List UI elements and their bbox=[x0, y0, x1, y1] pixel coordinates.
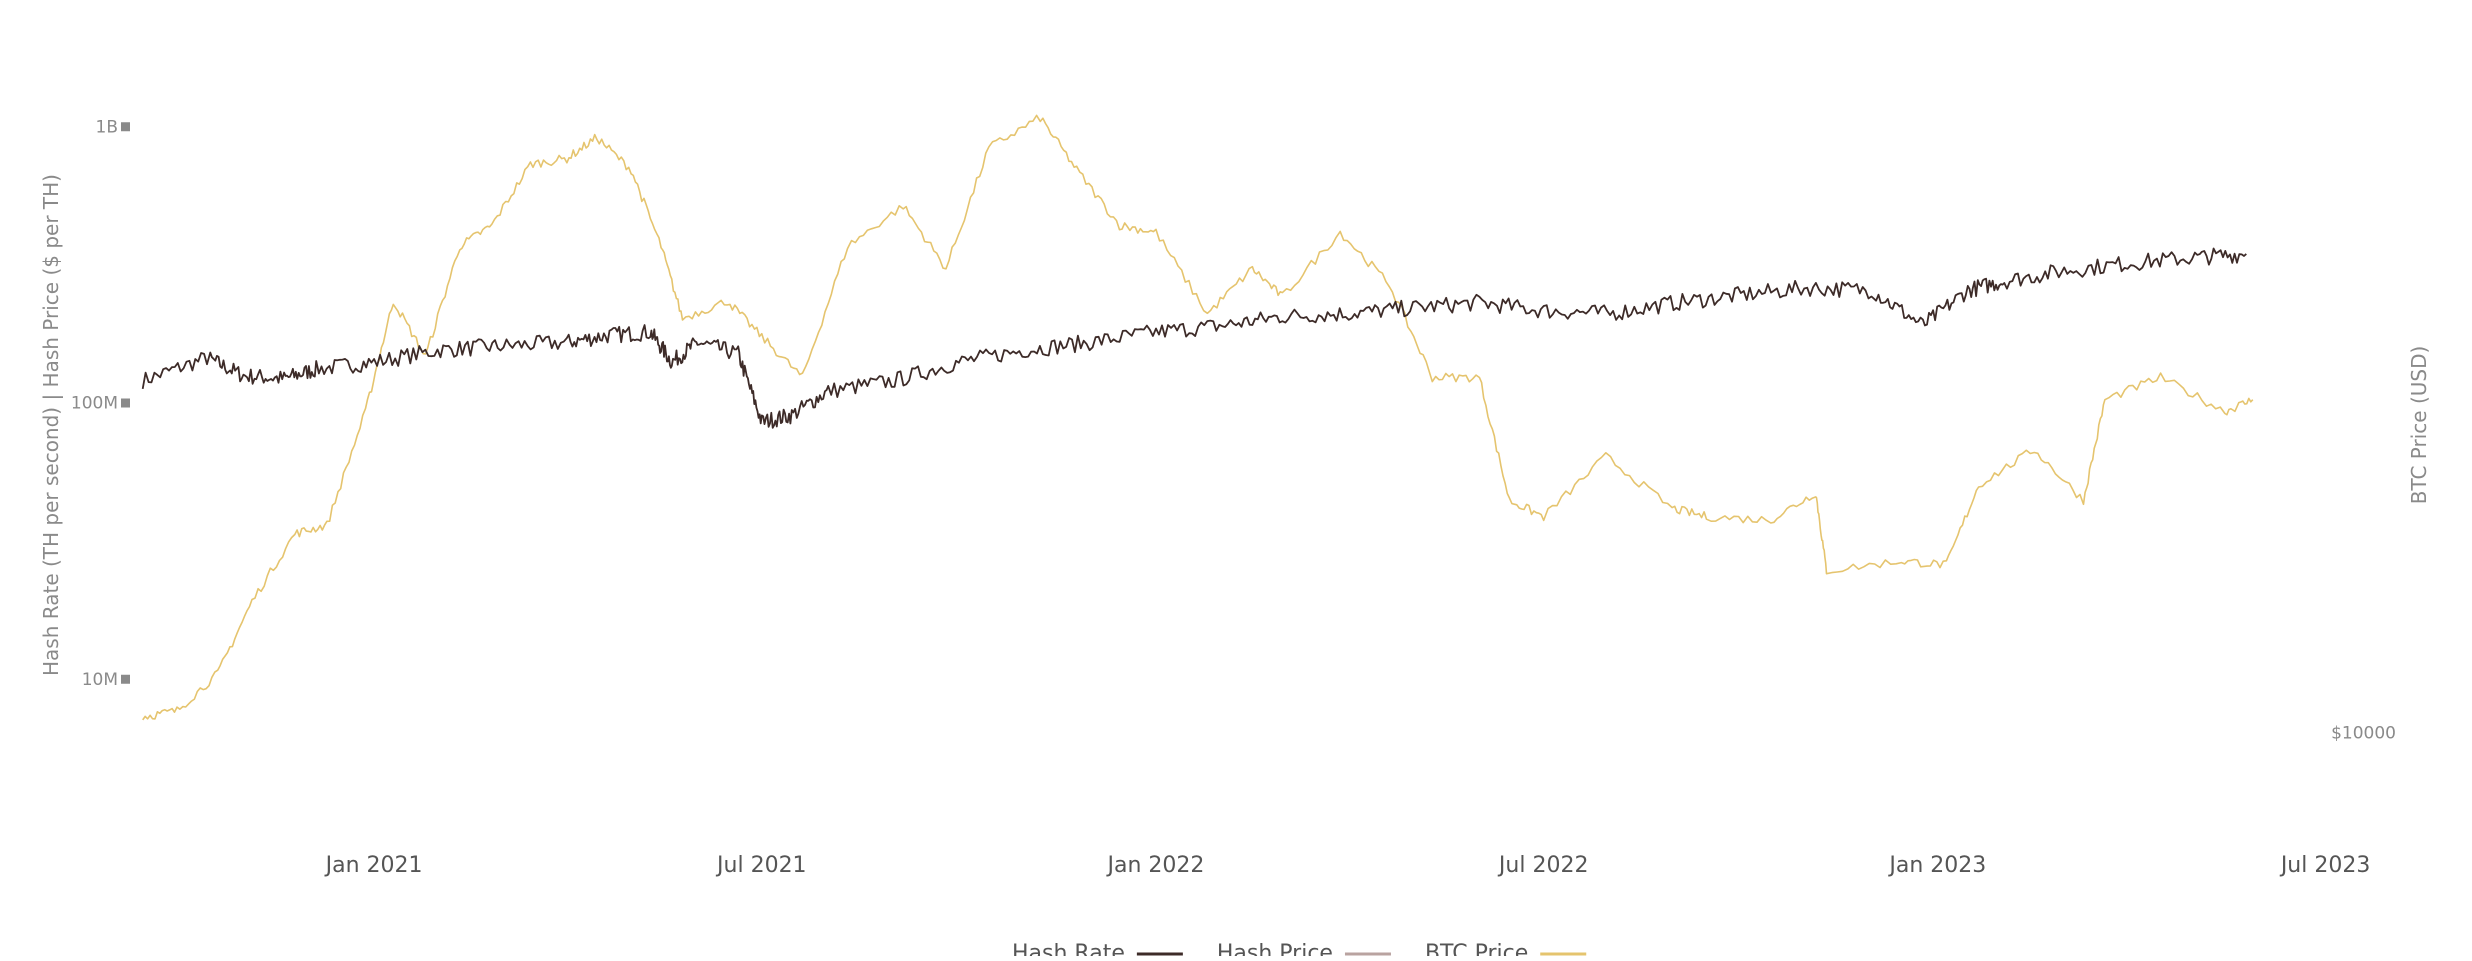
y-left-tick-mark bbox=[121, 122, 130, 132]
legend-label: Hash Rate bbox=[1012, 941, 1125, 956]
x-tick-label: Jul 2021 bbox=[715, 853, 807, 878]
series-line-hash-rate bbox=[141, 247, 2247, 429]
y-left-tick-label: 10M bbox=[82, 670, 118, 690]
y-right-axis-label: BTC Price (USD) bbox=[2407, 346, 2431, 505]
x-tick-label: Jan 2021 bbox=[324, 853, 423, 878]
y-right-tick-label: $10000 bbox=[2331, 724, 2396, 744]
left-axis-ticks: 1B 100M 10M bbox=[71, 117, 130, 690]
x-tick-label: Jul 2023 bbox=[2279, 853, 2371, 878]
x-tick-label: Jan 2023 bbox=[1887, 853, 1986, 878]
legend-label: Hash Price bbox=[1217, 941, 1333, 956]
lines-layer bbox=[141, 114, 2254, 721]
x-tick-label: Jul 2022 bbox=[1497, 853, 1589, 878]
legend-item-btc-price[interactable]: BTC Price bbox=[1425, 941, 1587, 961]
y-left-tick-label: 100M bbox=[71, 394, 118, 414]
legend-item-hash-price[interactable]: Hash Price bbox=[1217, 941, 1391, 961]
y-left-tick-mark bbox=[121, 398, 130, 408]
y-left-axis-label: Hash Rate (TH per second) | Hash Price (… bbox=[39, 174, 63, 676]
legend-label: BTC Price bbox=[1425, 941, 1528, 956]
y-left-tick-mark bbox=[121, 674, 130, 684]
x-tick-label: Jan 2022 bbox=[1106, 853, 1205, 878]
legend-item-hash-rate[interactable]: Hash Rate bbox=[1012, 941, 1183, 961]
x-axis-ticks: Jan 2021 Jul 2021 Jan 2022 Jul 2022 Jan 2023… bbox=[324, 853, 2371, 878]
y-left-tick-label: 1B bbox=[96, 117, 118, 137]
legend: Hash Rate Hash Price BTC Price bbox=[1012, 941, 1587, 961]
series-line-btc-price bbox=[142, 114, 2254, 721]
right-axis-ticks: $100000$10000 bbox=[2331, 724, 2396, 744]
